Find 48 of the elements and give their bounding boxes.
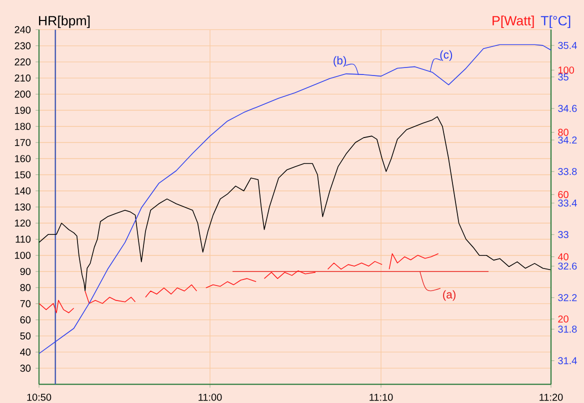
- y-tick-label: 190: [15, 106, 31, 114]
- y-tick-label: 110: [16, 236, 31, 243]
- annotation: (a): [443, 290, 456, 301]
- y-tick-label: 60: [20, 316, 31, 324]
- y-tick-label: 100: [15, 252, 31, 259]
- y-axis-title: HR[bpm]: [39, 16, 90, 28]
- y-tick-label: 130: [15, 203, 31, 211]
- y3-tick-label: 34.2: [558, 136, 577, 144]
- y-tick-label: 180: [15, 122, 31, 130]
- y-tick-label: 230: [14, 42, 31, 50]
- y3-tick-label: 31.4: [558, 357, 577, 364]
- y3-tick-label: 33.4: [558, 200, 577, 207]
- y3-tick-label: 32.2: [558, 294, 577, 302]
- y3-tick-label: 35: [558, 73, 568, 80]
- y-tick-label: 210: [14, 74, 31, 82]
- y2-axis-title: P[Watt]: [492, 16, 534, 28]
- y3-tick-label: 33.8: [558, 168, 577, 176]
- y3-tick-label: 32.6: [558, 262, 577, 270]
- annotation: (b): [334, 56, 346, 67]
- y-tick-label: 40: [20, 348, 31, 356]
- y3-tick-label: 31.8: [558, 326, 577, 333]
- x-tick-label: 11:20: [540, 394, 563, 401]
- y-tick-label: 30: [20, 364, 31, 372]
- y-tick-label: 50: [20, 332, 31, 340]
- y-tick-label: 140: [15, 187, 31, 194]
- y-tick-label: 120: [15, 220, 31, 227]
- y2-tick-label: 60: [558, 191, 568, 198]
- y2-tick-label: 100: [558, 66, 574, 74]
- y-tick-label: 200: [14, 90, 31, 98]
- y3-tick-label: 35.4: [558, 42, 577, 49]
- y2-tick-label: 80: [558, 128, 568, 136]
- y3-tick-label: 34.6: [558, 104, 577, 112]
- y-tick-label: 240: [14, 26, 31, 34]
- y2-tick-label: 40: [558, 253, 568, 260]
- y-tick-label: 220: [14, 58, 31, 66]
- y-tick-label: 160: [15, 155, 31, 162]
- y2-tick-label: 20: [558, 315, 568, 323]
- y-tick-label: 90: [20, 268, 31, 276]
- y-tick-label: 70: [20, 300, 31, 308]
- x-tick-label: 10:50: [27, 394, 52, 401]
- y3-tick-label: 33: [558, 231, 568, 238]
- x-tick-label: 11:10: [370, 394, 393, 401]
- annotation: (c): [440, 50, 452, 61]
- y3-axis-title: T[°C]: [540, 16, 570, 28]
- y-tick-label: 150: [15, 171, 31, 178]
- x-tick-label: 11:00: [198, 394, 222, 401]
- y-tick-label: 80: [20, 284, 31, 292]
- y-tick-label: 170: [15, 138, 31, 146]
